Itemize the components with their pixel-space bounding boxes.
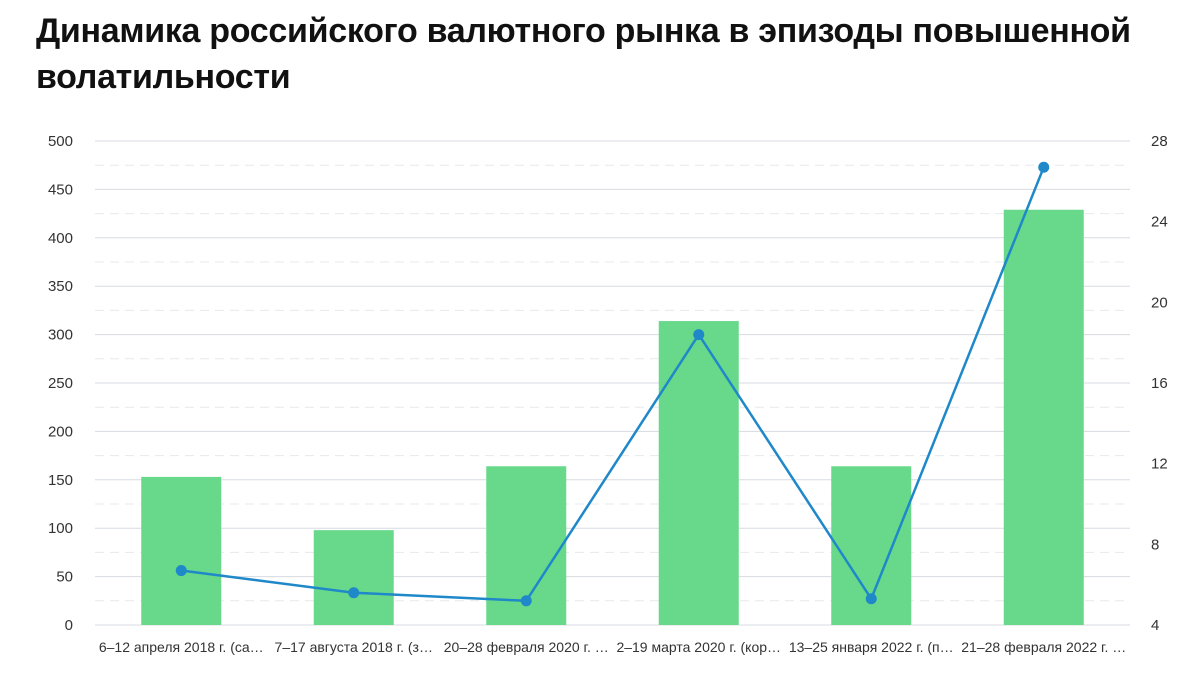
bar <box>141 476 222 625</box>
x-tick-label: 21–28 февраля 2022 г. … <box>961 639 1126 655</box>
bar <box>658 321 739 625</box>
y-tick-label-left: 450 <box>48 181 73 198</box>
line-point <box>865 593 877 605</box>
chart-title: Динамика российского валютного рынка в э… <box>36 12 1131 96</box>
y-tick-label-left: 200 <box>48 423 73 440</box>
line-point <box>520 595 532 607</box>
y-axis-right: 4 8 12 16 20 24 28 <box>1151 133 1168 634</box>
x-tick-label: 7–17 августа 2018 г. (з… <box>275 639 433 655</box>
y-tick-label-left: 50 <box>56 569 73 586</box>
y-tick-label-right: 12 <box>1151 456 1168 473</box>
y-tick-label-left: 100 <box>48 520 73 537</box>
y-tick-label-left: 300 <box>48 327 73 344</box>
y-tick-label-left: 400 <box>48 230 73 247</box>
line-series <box>175 161 1050 607</box>
x-tick-label: 20–28 февраля 2020 г. … <box>444 639 609 655</box>
x-tick-label: 2–19 марта 2020 г. (кор… <box>616 639 781 655</box>
y-tick-label-right: 8 <box>1151 536 1159 553</box>
series-line <box>181 166 1045 603</box>
bar-series <box>141 209 1084 625</box>
line-point <box>348 587 360 599</box>
y-tick-label-left: 250 <box>48 375 73 392</box>
x-axis: 6–12 апреля 2018 г. (са… 7–17 августа 201… <box>99 639 1126 655</box>
y-tick-label-left: 500 <box>48 133 73 150</box>
line-point <box>1038 161 1050 173</box>
y-tick-label-left: 150 <box>48 472 73 489</box>
y-tick-label-right: 4 <box>1151 617 1159 634</box>
x-tick-label: 13–25 января 2022 г. (п… <box>789 639 954 655</box>
x-tick-label: 6–12 апреля 2018 г. (са… <box>99 639 264 655</box>
bar <box>1003 209 1084 625</box>
y-tick-label-left: 350 <box>48 278 73 295</box>
y-tick-label-left: 0 <box>65 617 73 634</box>
y-tick-label-right: 20 <box>1151 294 1168 311</box>
y-tick-label-right: 24 <box>1151 214 1168 231</box>
line-point <box>175 565 187 577</box>
line-point <box>693 329 705 341</box>
y-tick-label-right: 28 <box>1151 133 1168 150</box>
y-axis-left: 0 50 100 150 200 250 300 350 400 450 500 <box>48 133 73 634</box>
bar <box>313 530 394 625</box>
grid-lines <box>95 140 1130 626</box>
y-tick-label-right: 16 <box>1151 375 1168 392</box>
